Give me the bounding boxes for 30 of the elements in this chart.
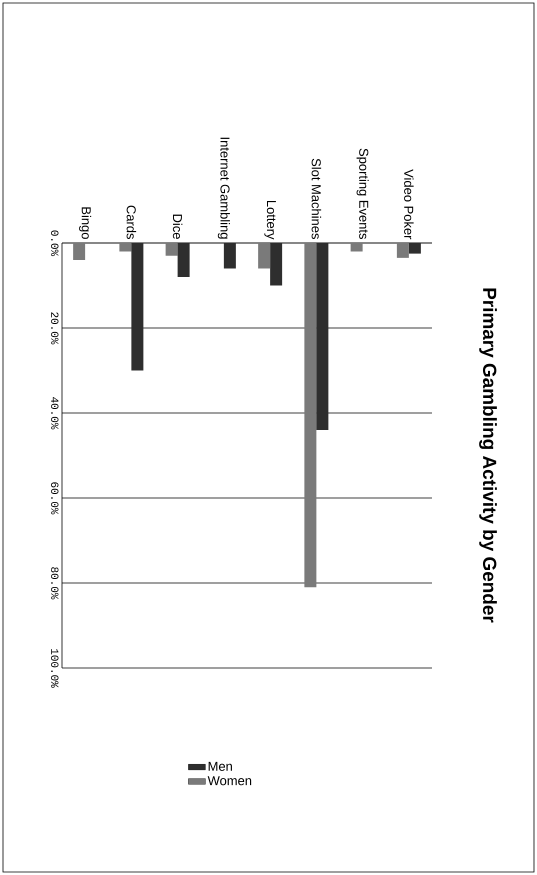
x-tick-label: Video Poker [404,169,414,240]
bar [73,242,86,260]
bar [166,242,178,256]
x-tick-label: Slot Machines [312,158,322,239]
x-tick-label: Dice [172,214,182,239]
y-tick-label: 20.0% [51,312,58,344]
bar [304,242,316,588]
bar [131,242,144,370]
legend-label: Men [208,762,232,771]
y-tick-label: 100.0% [51,649,58,688]
bar [270,242,282,286]
x-tick-label: Bingo [79,207,92,239]
y-tick-label: 0.0% [51,230,58,256]
x-tick-label: Lottery [264,200,276,240]
bar [316,242,328,430]
bar [178,242,190,277]
text: Primary Gambling Activity by Gender [479,288,497,622]
y-tick-label: 80.0% [51,567,58,600]
bar [408,242,421,254]
y-tick-label: 60.0% [51,482,58,514]
bar [350,242,363,252]
bar [119,242,132,252]
bar [396,242,409,258]
x-tick-label: Cards [126,206,136,240]
x-tick-label: Sporting Events [356,148,369,239]
bar [224,242,236,268]
x-tick-label: Internet Gambling [218,138,230,239]
legend-label: Women [208,776,252,786]
bar [258,242,270,268]
y-tick-label: 40.0% [51,397,58,430]
